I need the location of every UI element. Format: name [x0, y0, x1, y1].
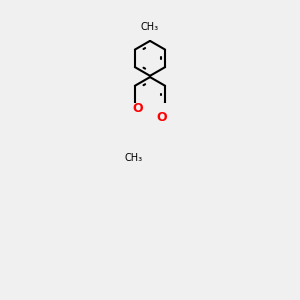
Text: CH₃: CH₃	[141, 22, 159, 32]
Text: O: O	[133, 101, 143, 115]
Text: O: O	[157, 111, 167, 124]
Text: CH₃: CH₃	[125, 153, 143, 163]
